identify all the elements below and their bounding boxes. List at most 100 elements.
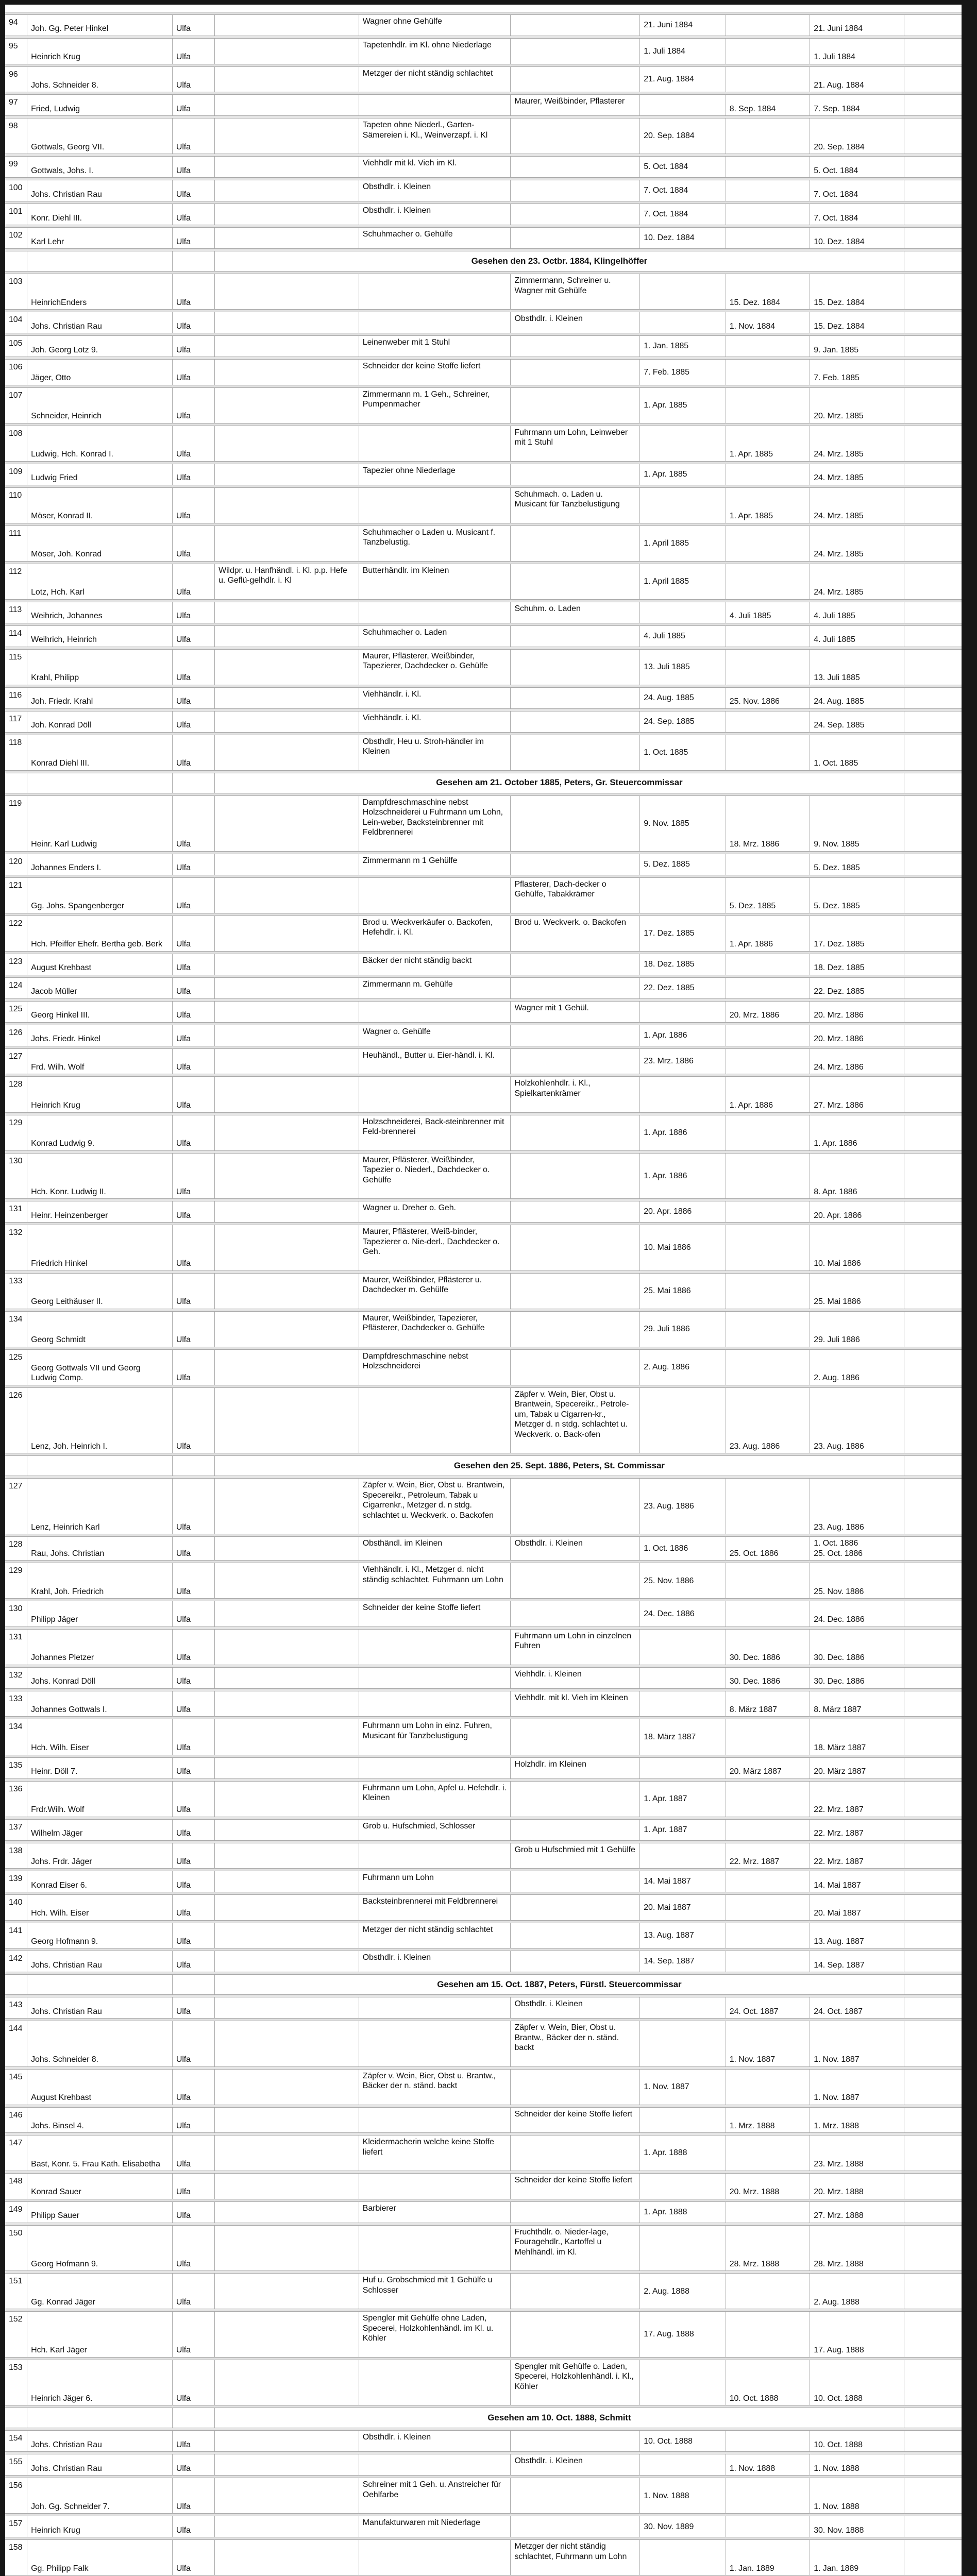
entry-date-2: 1. Nov. 1884 [725,312,810,333]
entry-empty-cell [903,1001,962,1022]
table-row: 119 Heinr. Karl Ludwig Ulfa Dampfdreschm… [5,795,962,852]
section-empty-place [172,2408,214,2428]
entry-date-3: 17. Dez. 1885 [810,916,903,951]
entry-date-3: 20. Mai 1887 [810,1895,903,1920]
entry-date-1 [639,1757,725,1778]
entry-number: 110 [9,490,22,500]
entry-trade-description-2 [510,795,639,851]
entry-number: 153 [9,2363,23,2372]
table-row: 144 Johs. Schneider 8. Ulfa Zäpfer v. We… [5,2021,962,2067]
entry-name: Joh. Georg Lotz 9. [27,336,172,357]
entry-empty-cell [903,274,962,310]
entry-date-2 [725,360,810,385]
entry-date-1: 1. Nov. 1887 [639,2069,725,2105]
table-row: 111 Möser, Joh. Konrad Ulfa Schuhmacher … [5,525,962,562]
entry-trade-description: Leinenweber mit 1 Stuhl [358,336,511,357]
entry-date-2 [725,1201,810,1223]
entry-number: 103 [9,277,23,286]
entry-empty-cell [903,118,962,154]
entry-prior-trade-note [214,1667,359,1688]
entry-name: Lenz, Joh. Heinrich I. [27,1387,172,1453]
entry-trade-description [358,1843,511,1869]
entry-trade-description-2: Schuhm. o. Laden [510,602,639,623]
entry-trade-description-2 [510,2069,639,2105]
entry-place: Ulfa [172,2201,214,2223]
entry-empty-cell [903,877,962,913]
entry-trade-description: Viehhdlr mit kl. Vieh im Kl. [358,157,511,178]
entry-trade-description: Holzschneiderei, Back-steinbrenner mit F… [358,1115,511,1150]
entry-name: Philipp Jäger [27,1601,172,1626]
entry-prior-trade-note [214,1153,359,1199]
entry-date-2 [725,157,810,178]
entry-trade-description-2 [510,1048,639,1074]
entry-prior-trade-note [214,1819,359,1840]
entry-prior-trade-note [214,854,359,875]
entry-empty-cell [903,360,962,385]
entry-date-3: 15. Dez. 1884 [810,312,903,333]
entry-name: Heinrich Krug [27,39,172,64]
entry-date-3: 24. Mrz. 1885 [810,487,903,523]
section-empty-number [5,2408,27,2428]
entry-date-1 [639,426,725,461]
entry-name: Georg Hinkel III. [27,1001,172,1022]
entry-trade-description [358,1667,511,1688]
entry-date-3: 22. Dez. 1885 [810,977,903,998]
section-empty-name [27,2408,172,2428]
entry-date-1 [639,1387,725,1453]
entry-date-3: 22. Mrz. 1887 [810,1781,903,1817]
entry-date-3: 24. Dec. 1886 [810,1601,903,1626]
entry-prior-trade-note [214,1895,359,1920]
entry-prior-trade-note [214,228,359,249]
table-row: 133 Georg Leithäuser II. Ulfa Maurer, We… [5,1273,962,1309]
entry-name: Georg Leithäuser II. [27,1273,172,1309]
entry-number: 126 [9,1391,23,1400]
entry-number: 135 [9,1760,23,1770]
inspection-note: Gesehen den 25. Sept. 1886, Peters, St. … [214,1456,904,1476]
entry-date-1 [639,2107,725,2133]
entry-date-2: 1. Nov. 1887 [725,2021,810,2066]
table-row: 135 Heinr. Döll 7. Ulfa Holzhdlr. im Kle… [5,1757,962,1779]
entry-prior-trade-note [214,2069,359,2105]
entry-date-2 [725,1819,810,1840]
table-row: 117 Joh. Konrad Döll Ulfa Viehhändlr. i.… [5,710,962,733]
table-row: 125 Georg Hinkel III. Ulfa Wagner mit 1 … [5,1001,962,1023]
entry-empty-cell [903,625,962,647]
entry-date-1: 17. Dez. 1885 [639,916,725,951]
entry-date-2 [725,1601,810,1626]
entry-place: Ulfa [172,2174,214,2199]
entry-name: Gottwals, Johs. I. [27,157,172,178]
entry-place: Ulfa [172,1819,214,1840]
entry-place: Ulfa [172,2454,214,2476]
entry-name: Hch. Wilh. Eiser [27,1895,172,1920]
entry-empty-cell [903,2136,962,2171]
table-row: 141 Georg Hofmann 9. Ulfa Metzger der ni… [5,1922,962,1949]
entry-date-2 [725,2431,810,2452]
table-row: 129 Konrad Ludwig 9. Ulfa Holzschneidere… [5,1114,962,1151]
table-row: 122 Hch. Pfeiffer Ehefr. Bertha geb. Ber… [5,915,962,952]
entry-trade-description: Schneider der keine Stoffe liefert [358,360,511,385]
entry-name: Gg. Philipp Falk [27,2540,172,2575]
entry-trade-description-2: Zimmermann, Schreiner u. Wagner mit Gehü… [510,274,639,310]
entry-number: 123 [9,957,23,966]
entry-date-2 [725,2478,810,2514]
entry-empty-cell [903,15,962,36]
entry-date-3: 23. Aug. 1886 [810,1479,903,1534]
entry-number: 108 [9,429,23,438]
entry-name: Lotz, Hch. Karl [27,564,172,599]
table-row: 153 Heinrich Jäger 6. Ulfa Spengler mit … [5,2359,962,2406]
entry-date-2 [725,735,810,770]
entry-number: 155 [9,2458,23,2467]
entry-prior-trade-note [214,2201,359,2223]
entry-place: Ulfa [172,66,214,92]
section-empty-number [5,773,27,793]
entry-date-3: 1. Juli 1884 [810,39,903,64]
entry-place: Ulfa [172,1537,214,1561]
entry-empty-cell [903,1349,962,1385]
entry-date-3: 1. Apr. 1886 [810,1115,903,1150]
table-row: 127 Frd. Wilh. Wolf Ulfa Heuhändl., Butt… [5,1048,962,1075]
entry-date-1: 20. Sep. 1884 [639,118,725,154]
entry-trade-description-2 [510,1153,639,1199]
entry-date-2 [725,564,810,599]
entry-date-2 [725,1273,810,1309]
entry-empty-cell [903,2021,962,2066]
